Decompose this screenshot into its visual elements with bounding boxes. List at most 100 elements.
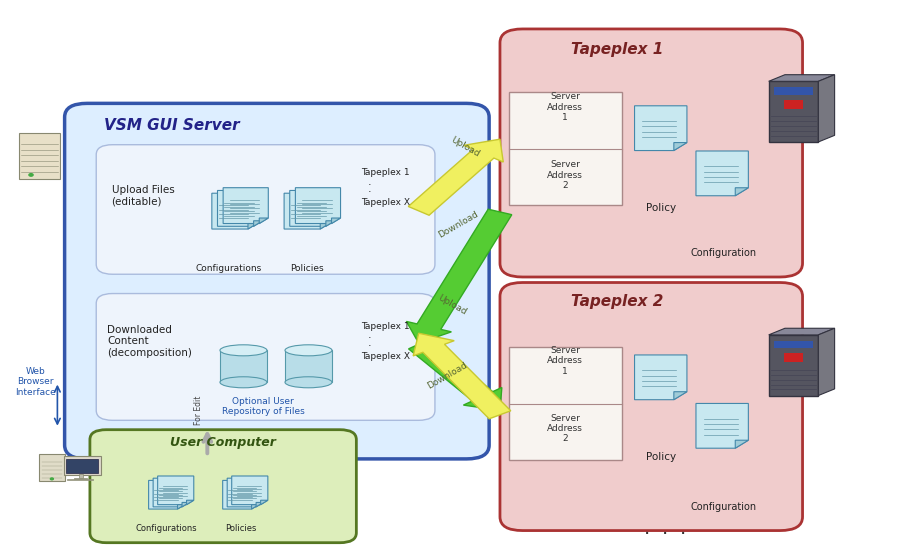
Polygon shape <box>223 188 268 223</box>
Polygon shape <box>252 505 259 509</box>
Text: Tapeplex X: Tapeplex X <box>361 198 410 207</box>
Polygon shape <box>227 478 264 507</box>
Bar <box>220 350 267 382</box>
Text: Server
Address
1: Server Address 1 <box>547 93 583 122</box>
Bar <box>768 335 818 396</box>
Polygon shape <box>320 223 329 229</box>
Text: ·: · <box>368 341 371 351</box>
Text: Download: Download <box>426 360 469 391</box>
Text: Configuration: Configuration <box>691 501 757 511</box>
Circle shape <box>29 173 34 176</box>
FancyBboxPatch shape <box>500 283 803 531</box>
Text: Optional User
Repository of Files: Optional User Repository of Files <box>222 397 304 416</box>
Bar <box>784 100 804 109</box>
Polygon shape <box>736 440 748 448</box>
Text: Configurations: Configurations <box>196 264 262 274</box>
Bar <box>63 456 101 475</box>
Polygon shape <box>248 223 257 229</box>
Polygon shape <box>634 355 687 399</box>
Polygon shape <box>674 142 687 151</box>
Polygon shape <box>768 75 834 81</box>
Polygon shape <box>407 209 512 343</box>
Text: Tapeplex 2: Tapeplex 2 <box>571 294 663 309</box>
Bar <box>74 478 88 479</box>
Polygon shape <box>696 151 748 196</box>
Polygon shape <box>409 340 502 411</box>
Text: Download: Download <box>437 209 480 239</box>
Text: ·: · <box>368 187 371 197</box>
Text: Upload Files
(editable): Upload Files (editable) <box>111 184 174 206</box>
Text: Policies: Policies <box>225 524 256 532</box>
FancyBboxPatch shape <box>64 104 489 459</box>
Polygon shape <box>332 218 341 223</box>
Text: Downloaded
Content
(decomposition): Downloaded Content (decomposition) <box>107 325 192 358</box>
Text: Tapeplex 1: Tapeplex 1 <box>571 43 663 58</box>
Text: Configuration: Configuration <box>691 248 757 258</box>
Polygon shape <box>158 476 194 505</box>
Polygon shape <box>674 392 687 399</box>
Bar <box>774 88 814 95</box>
Text: ·: · <box>680 526 687 545</box>
Polygon shape <box>256 502 264 507</box>
Text: Server
Address
1: Server Address 1 <box>547 346 583 376</box>
Bar <box>784 353 804 362</box>
Text: Tapeplex 1: Tapeplex 1 <box>361 322 410 331</box>
Polygon shape <box>290 191 335 226</box>
Text: Policy: Policy <box>646 203 676 213</box>
FancyBboxPatch shape <box>96 294 435 420</box>
Text: Policy: Policy <box>646 452 676 462</box>
Text: Tapeplex 1: Tapeplex 1 <box>361 168 410 177</box>
Polygon shape <box>696 403 748 448</box>
Bar <box>285 350 332 382</box>
Text: Configurations: Configurations <box>136 524 198 532</box>
Ellipse shape <box>285 377 332 388</box>
Text: ·: · <box>662 526 669 545</box>
Polygon shape <box>223 480 259 509</box>
Text: Server
Address
2: Server Address 2 <box>547 414 583 444</box>
Text: Upload: Upload <box>437 293 468 316</box>
Polygon shape <box>818 329 834 396</box>
Polygon shape <box>149 480 185 509</box>
Text: Tapeplex X: Tapeplex X <box>361 352 410 361</box>
Polygon shape <box>326 221 335 226</box>
Polygon shape <box>254 221 263 226</box>
Bar <box>67 479 93 480</box>
Polygon shape <box>768 329 834 335</box>
Text: ·: · <box>368 179 371 189</box>
Text: VSM GUI Server: VSM GUI Server <box>104 118 240 133</box>
Polygon shape <box>284 193 329 229</box>
FancyBboxPatch shape <box>500 29 803 277</box>
Bar <box>509 93 622 206</box>
FancyBboxPatch shape <box>90 430 356 543</box>
Ellipse shape <box>285 345 332 356</box>
Bar <box>66 459 98 473</box>
Polygon shape <box>212 193 257 229</box>
Circle shape <box>51 478 53 480</box>
Text: Upload: Upload <box>449 135 481 159</box>
Polygon shape <box>295 188 341 223</box>
Bar <box>39 454 64 481</box>
Polygon shape <box>217 191 263 226</box>
Text: User Computer: User Computer <box>169 436 275 449</box>
Polygon shape <box>259 218 268 223</box>
Text: Server
Address
2: Server Address 2 <box>547 160 583 190</box>
Text: For Edit: For Edit <box>194 396 203 425</box>
Polygon shape <box>232 476 268 505</box>
Polygon shape <box>261 500 268 505</box>
Bar <box>509 347 622 460</box>
Polygon shape <box>153 478 189 507</box>
Bar <box>774 341 814 348</box>
Bar <box>18 133 60 178</box>
Polygon shape <box>178 505 185 509</box>
Ellipse shape <box>220 377 267 388</box>
Polygon shape <box>634 106 687 151</box>
Text: Policies: Policies <box>290 264 323 274</box>
FancyBboxPatch shape <box>96 145 435 274</box>
Ellipse shape <box>220 345 267 356</box>
Bar <box>79 474 83 478</box>
Text: ·: · <box>644 526 651 545</box>
Polygon shape <box>182 502 189 507</box>
Text: ·: · <box>368 334 371 343</box>
Polygon shape <box>736 188 748 196</box>
Text: Web
Browser
Interface: Web Browser Interface <box>15 367 56 397</box>
